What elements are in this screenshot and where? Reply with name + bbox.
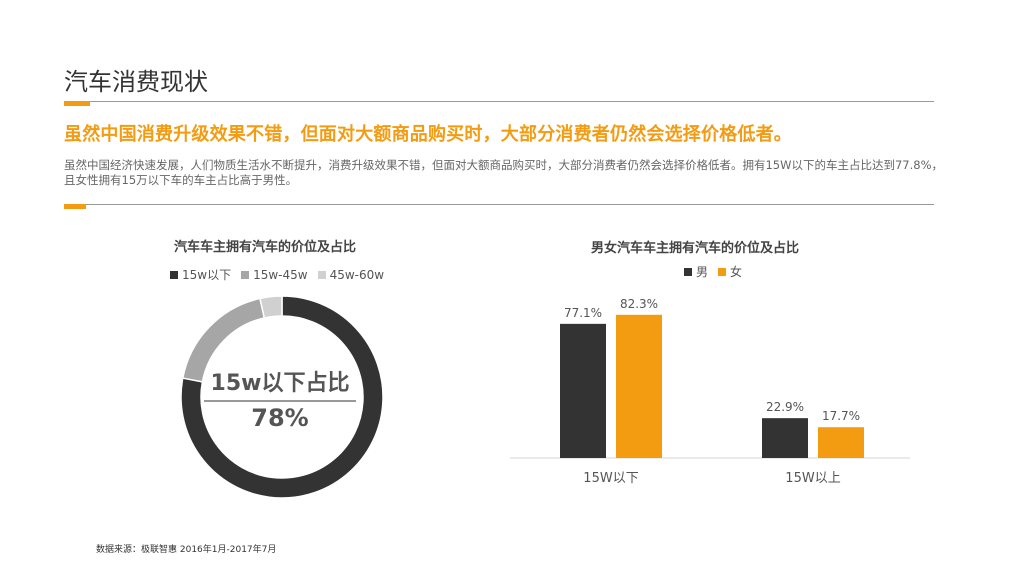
donut-segment-2 xyxy=(181,297,266,383)
bar-legend: 男 女 xyxy=(684,263,752,280)
bar-legend-item: 男 xyxy=(684,263,708,280)
bar-data-label: 22.9% xyxy=(766,400,804,414)
bar-2-1 xyxy=(616,314,662,458)
legend-label: 15w以下 xyxy=(182,268,232,282)
page-title: 汽车消费现状 xyxy=(64,68,208,96)
bar-data-label: 77.1% xyxy=(564,306,602,320)
bar-legend-item: 女 xyxy=(718,263,742,280)
donut-segment-1 xyxy=(180,295,384,499)
donut-legend-item: 45w-60w xyxy=(317,267,385,282)
donut-segments xyxy=(180,295,384,499)
bar-2-2 xyxy=(818,427,864,458)
title-accent-bar xyxy=(64,101,90,106)
donut-center-value: 78% xyxy=(251,404,308,432)
title-divider xyxy=(64,101,934,102)
bar-category-label: 15W以下 xyxy=(583,471,638,486)
data-source: 数据来源：极联智惠 2016年1月-2017年7月 xyxy=(96,545,277,555)
donut-legend: 15w以下 15w-45w 45w-60w xyxy=(170,266,394,283)
bar-data-label: 17.7% xyxy=(822,409,860,423)
headline: 虽然中国消费升级效果不错，但面对大额商品购买时，大部分消费者仍然会选择价格低者。 xyxy=(64,124,792,145)
bar-1-1 xyxy=(560,323,606,458)
section-divider xyxy=(64,204,934,205)
bar-chart: 77.1% 82.3% 15W以下 22.9% 17.7% 15W以上 xyxy=(510,297,910,486)
legend-label: 女 xyxy=(730,265,743,279)
bar-1-2 xyxy=(762,418,808,458)
donut-center-label: 15w以下占比 xyxy=(211,371,350,396)
legend-swatch xyxy=(241,270,250,279)
bar-category-label: 15W以上 xyxy=(785,471,840,486)
legend-label: 男 xyxy=(696,265,709,279)
donut-chart: 15w以下占比 78% xyxy=(180,295,384,499)
legend-label: 15w-45w xyxy=(253,267,308,282)
legend-label: 45w-60w xyxy=(329,267,385,282)
bar-chart-title: 男女汽车车主拥有汽车的价位及占比 xyxy=(591,241,800,256)
section-accent-bar xyxy=(64,204,86,209)
body-text: 虽然中国经济快速发展，人们物质生活水不断提升，消费升级效果不错，但面对大额商品购… xyxy=(64,158,944,187)
legend-swatch xyxy=(170,270,178,279)
donut-segment-3 xyxy=(259,295,283,319)
donut-legend-item: 15w-45w xyxy=(241,268,308,282)
donut-chart-title: 汽车车主拥有汽车的价位及占比 xyxy=(174,240,357,255)
legend-swatch xyxy=(718,267,727,276)
donut-legend-item: 15w以下 xyxy=(170,266,231,283)
legend-swatch xyxy=(684,267,692,276)
bar-data-label: 82.3% xyxy=(620,297,658,311)
legend-swatch xyxy=(317,270,326,279)
